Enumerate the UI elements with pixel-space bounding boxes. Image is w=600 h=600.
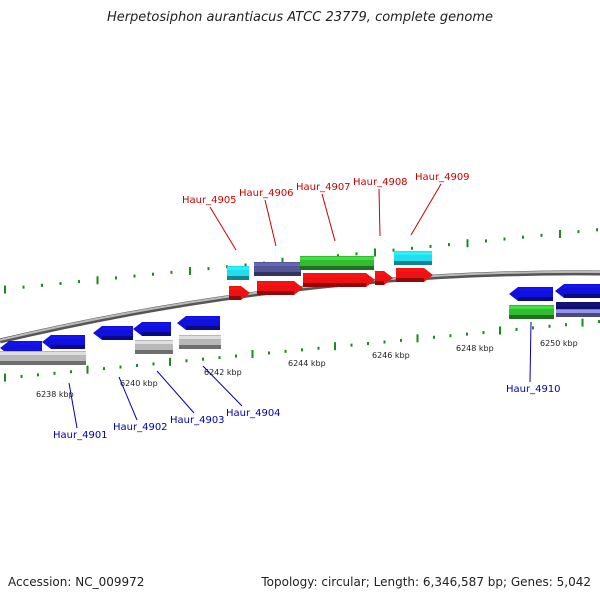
gene-haur-4909a [394, 251, 432, 265]
accession-text: Accession: NC_009972 [8, 575, 145, 589]
gene-haur-4907b [303, 273, 375, 287]
gene-shadow [509, 315, 554, 319]
gene-shadow [0, 361, 86, 365]
genome-summary-text: Topology: circular; Length: 6,346,587 bp… [261, 575, 591, 589]
scale-label: 6238 kbp [36, 390, 74, 399]
gene-shadow [375, 281, 384, 285]
gene-haur-4903a [133, 322, 171, 336]
gene-shadow [257, 291, 294, 295]
gene-haur-4910a [509, 287, 553, 301]
gene-highlight [556, 303, 600, 306]
gene-highlight [564, 285, 600, 288]
gene-shadow [303, 283, 366, 287]
gene-label: Haur_4908 [353, 177, 408, 188]
label-leader [378, 188, 381, 237]
scale-label: 6248 kbp [456, 344, 494, 353]
gene-haur-4904a [177, 316, 220, 330]
gene-highlight [509, 306, 554, 309]
gene-highlight [556, 310, 600, 313]
gene-shadow [227, 276, 249, 280]
gene-haur-4901c [0, 351, 86, 365]
gene-haur-4902 [93, 326, 133, 340]
label-leader [202, 365, 243, 407]
gene-shadow [394, 261, 432, 265]
gene-label: Haur_4910 [506, 384, 561, 395]
gene-highlight [135, 341, 173, 344]
scale-label: 6242 kbp [204, 368, 242, 377]
scale-label: 6240 kbp [120, 379, 158, 388]
gene-highlight [179, 336, 221, 339]
gene-highlight [254, 263, 301, 266]
gene-highlight [394, 252, 432, 255]
label-leader [68, 382, 78, 429]
gene-highlight [518, 288, 553, 291]
gene-label: Haur_4902 [113, 422, 168, 433]
gene-shadow [254, 272, 301, 276]
gene-haur-4906b [257, 281, 303, 295]
gene-haur-4905b [229, 286, 250, 300]
gene-highlight [303, 274, 366, 277]
scale-labels: 6238 kbp 6240 kbp 6242 kbp 6244 kbp 6246 kbp… [36, 339, 578, 399]
gene-shadow [518, 297, 553, 301]
gene-highlight [9, 342, 42, 345]
gene-label: Haur_4903 [170, 415, 225, 426]
gene-shadow [396, 278, 424, 282]
gene-label: Haur_4905 [182, 195, 237, 206]
gene-highlight [102, 327, 133, 330]
gene-highlight [227, 267, 249, 270]
gene-features [0, 251, 600, 365]
label-leader [410, 183, 442, 236]
gene-highlight [375, 272, 384, 275]
gene-highlight [257, 282, 294, 285]
gene-label-leaders [68, 183, 532, 429]
gene-highlight [229, 287, 241, 290]
scale-ticks-bottom [4, 318, 600, 382]
gene-shadow [564, 294, 600, 298]
gene-haur-4904b [179, 335, 221, 349]
gene-haur-4909b [396, 268, 433, 282]
gene-haur-4910b [509, 305, 554, 319]
gene-haur-4911c [556, 309, 600, 317]
genome-title: Herpetosiphon aurantiacus ATCC 23779, co… [106, 10, 494, 25]
gene-label: Haur_4907 [296, 182, 351, 193]
gene-haur-4905a [227, 266, 249, 280]
gene-haur-4908 [375, 271, 393, 285]
gene-haur-4911a [555, 284, 600, 298]
gene-highlight [396, 269, 424, 272]
label-leader [209, 206, 237, 251]
gene-haur-4901b [42, 335, 85, 349]
gene-shadow [556, 313, 600, 317]
gene-label: Haur_4906 [239, 188, 294, 199]
scale-label: 6246 kbp [372, 351, 410, 360]
gene-highlight [300, 257, 374, 260]
gene-haur-4907a [300, 256, 374, 270]
gene-haur-4906a [254, 262, 301, 276]
label-leader [321, 193, 336, 242]
label-leader [156, 370, 195, 414]
label-leader [118, 376, 138, 421]
gene-label: Haur_4904 [226, 408, 281, 419]
gene-label: Haur_4901 [53, 430, 108, 441]
label-leader [529, 321, 532, 383]
gene-shadow [186, 326, 220, 330]
gene-haur-4903b [135, 340, 173, 354]
gene-shadow [135, 350, 173, 354]
gene-shadow [142, 332, 171, 336]
gene-shadow [300, 266, 374, 270]
scale-label: 6244 kbp [288, 359, 326, 368]
gene-highlight [51, 336, 85, 339]
gene-shadow [229, 296, 241, 300]
gene-highlight [0, 352, 86, 355]
label-leader [264, 199, 277, 247]
scale-label: 6250 kbp [540, 339, 578, 348]
gene-label: Haur_4909 [415, 172, 470, 183]
gene-shadow [51, 345, 85, 349]
gene-highlight [142, 323, 171, 326]
gene-highlight [186, 317, 220, 320]
gene-shadow [179, 345, 221, 349]
gene-shadow [102, 336, 133, 340]
